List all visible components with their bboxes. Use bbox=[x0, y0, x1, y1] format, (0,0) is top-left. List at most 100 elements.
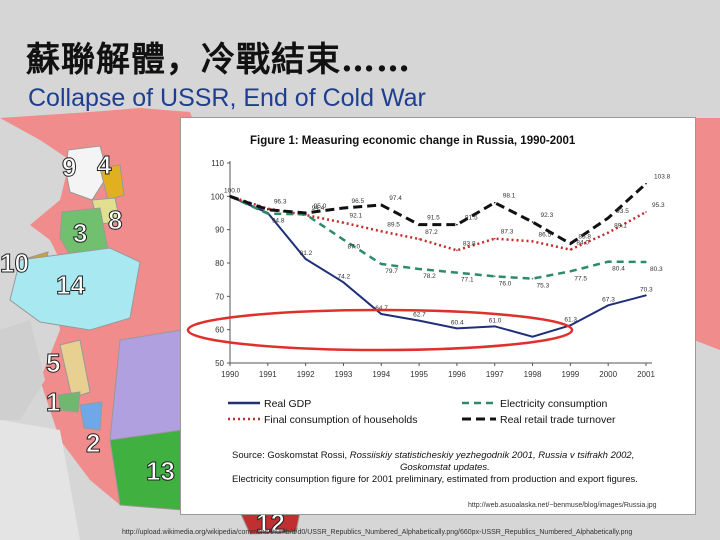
data-point bbox=[418, 238, 420, 240]
map-number-4: 4 bbox=[96, 150, 112, 181]
legend-label-real-gdp: Real GDP bbox=[264, 398, 311, 410]
map-number-14: 14 bbox=[56, 270, 86, 301]
map-number-2: 2 bbox=[85, 428, 101, 459]
data-label: 78.2 bbox=[423, 273, 436, 280]
data-point bbox=[456, 223, 458, 226]
data-label: 84.0 bbox=[576, 240, 589, 247]
legend-label-households: Final consumption of households bbox=[264, 414, 418, 426]
chart-panel bbox=[180, 117, 696, 515]
data-point bbox=[342, 207, 345, 209]
series-line-0 bbox=[229, 195, 647, 338]
data-label: 77.5 bbox=[574, 275, 587, 282]
data-label: 94.4 bbox=[312, 205, 325, 212]
data-label: 87.0 bbox=[347, 244, 360, 251]
data-label: 75.3 bbox=[537, 283, 550, 290]
y-tick-label: 70 bbox=[215, 292, 224, 301]
x-tick-label: 1995 bbox=[410, 370, 428, 379]
data-point bbox=[493, 325, 496, 328]
data-point bbox=[229, 195, 231, 198]
data-point bbox=[607, 304, 609, 307]
data-label: 87.3 bbox=[501, 229, 514, 236]
chart-source-url[interactable]: http://web.asuoalaska.net/~benmuse/blog/… bbox=[468, 502, 657, 509]
data-point bbox=[380, 263, 383, 265]
data-point bbox=[569, 242, 572, 245]
data-point bbox=[607, 260, 609, 263]
caption-source-updates: Goskomstat updates. bbox=[400, 462, 490, 473]
data-label: 74.2 bbox=[337, 273, 350, 280]
map-region-4 bbox=[99, 164, 125, 201]
data-label: 67.3 bbox=[602, 296, 615, 303]
map-region-1 bbox=[57, 391, 81, 413]
data-label: 91.5 bbox=[427, 215, 440, 222]
data-label: 77.1 bbox=[461, 277, 474, 284]
data-point bbox=[456, 271, 458, 274]
data-label: 80.3 bbox=[650, 266, 663, 273]
x-tick-label: 1994 bbox=[372, 370, 390, 379]
economic-change-chart: Figure 1: Measuring economic change in R… bbox=[186, 135, 671, 426]
data-label: 93.5 bbox=[616, 208, 629, 215]
x-tick-label: 1998 bbox=[524, 370, 542, 379]
data-point bbox=[456, 327, 458, 330]
legend-label-retail: Real retail trade turnover bbox=[500, 414, 616, 426]
data-label: 100.0 bbox=[224, 187, 241, 194]
x-tick-label: 1992 bbox=[297, 370, 315, 379]
highlight-ellipse bbox=[186, 308, 574, 352]
data-point bbox=[304, 212, 307, 214]
caption-source-prefix: Source: Goskomstat Rossi, bbox=[232, 450, 348, 461]
data-point bbox=[418, 319, 420, 322]
map-russia-right bbox=[690, 118, 720, 350]
y-tick-label: 60 bbox=[215, 326, 224, 335]
x-tick-label: 1993 bbox=[335, 370, 353, 379]
data-point bbox=[493, 275, 496, 278]
data-point bbox=[267, 208, 269, 211]
data-point bbox=[342, 238, 345, 241]
data-label: 89.1 bbox=[614, 223, 627, 230]
series-line-2 bbox=[229, 195, 647, 280]
data-label: 79.7 bbox=[385, 268, 398, 275]
data-point bbox=[380, 204, 383, 206]
data-point bbox=[418, 268, 420, 270]
map-number-3: 3 bbox=[72, 218, 88, 249]
map-region-5 bbox=[59, 339, 91, 399]
data-point bbox=[380, 313, 383, 315]
data-label: 80.4 bbox=[612, 266, 625, 273]
data-point bbox=[531, 335, 534, 338]
chart-caption: Source: Goskomstat Rossi, Rossiiskiy sta… bbox=[232, 450, 672, 486]
data-label: 89.5 bbox=[387, 221, 400, 228]
x-tick-label: 2000 bbox=[599, 370, 617, 379]
x-tick-label: 2001 bbox=[637, 370, 655, 379]
data-label: 81.2 bbox=[300, 250, 313, 257]
data-label: 83.8 bbox=[463, 240, 476, 247]
data-point bbox=[380, 230, 383, 233]
data-point bbox=[456, 249, 458, 252]
data-label: 96.3 bbox=[274, 199, 287, 206]
data-point bbox=[493, 201, 496, 204]
data-label: 85.8 bbox=[578, 234, 591, 241]
data-point bbox=[342, 281, 345, 284]
data-label: 61.0 bbox=[489, 317, 502, 324]
x-tick-label: 1999 bbox=[561, 370, 579, 379]
data-label: 94.8 bbox=[272, 218, 285, 225]
map-source-url[interactable]: http://upload.wikimedia.org/wikipedia/co… bbox=[122, 529, 633, 536]
slide-title-english: Collapse of USSR, End of Cold War bbox=[28, 84, 426, 112]
y-tick-label: 90 bbox=[215, 226, 224, 235]
data-label: 60.4 bbox=[451, 319, 464, 326]
data-point bbox=[645, 261, 647, 263]
y-tick-label: 110 bbox=[211, 159, 224, 168]
data-point bbox=[304, 258, 307, 260]
data-label: 95.0 bbox=[314, 203, 327, 210]
data-point bbox=[342, 221, 345, 224]
map-land-bottom-left bbox=[0, 420, 80, 540]
data-point bbox=[607, 217, 609, 219]
x-tick-label: 1991 bbox=[259, 370, 277, 379]
data-label: 98.1 bbox=[503, 193, 516, 200]
data-label: 64.7 bbox=[375, 305, 388, 312]
data-point bbox=[569, 270, 572, 273]
slide-title-chinese: 蘇聯解體，冷戰結束…… bbox=[26, 40, 411, 80]
map-number-13: 13 bbox=[146, 456, 176, 487]
data-label: 91.5 bbox=[465, 215, 478, 222]
data-label: 96.5 bbox=[351, 198, 364, 205]
map-number-9: 9 bbox=[61, 152, 77, 183]
x-tick-label: 1990 bbox=[221, 370, 239, 379]
map-region-2 bbox=[79, 401, 103, 431]
